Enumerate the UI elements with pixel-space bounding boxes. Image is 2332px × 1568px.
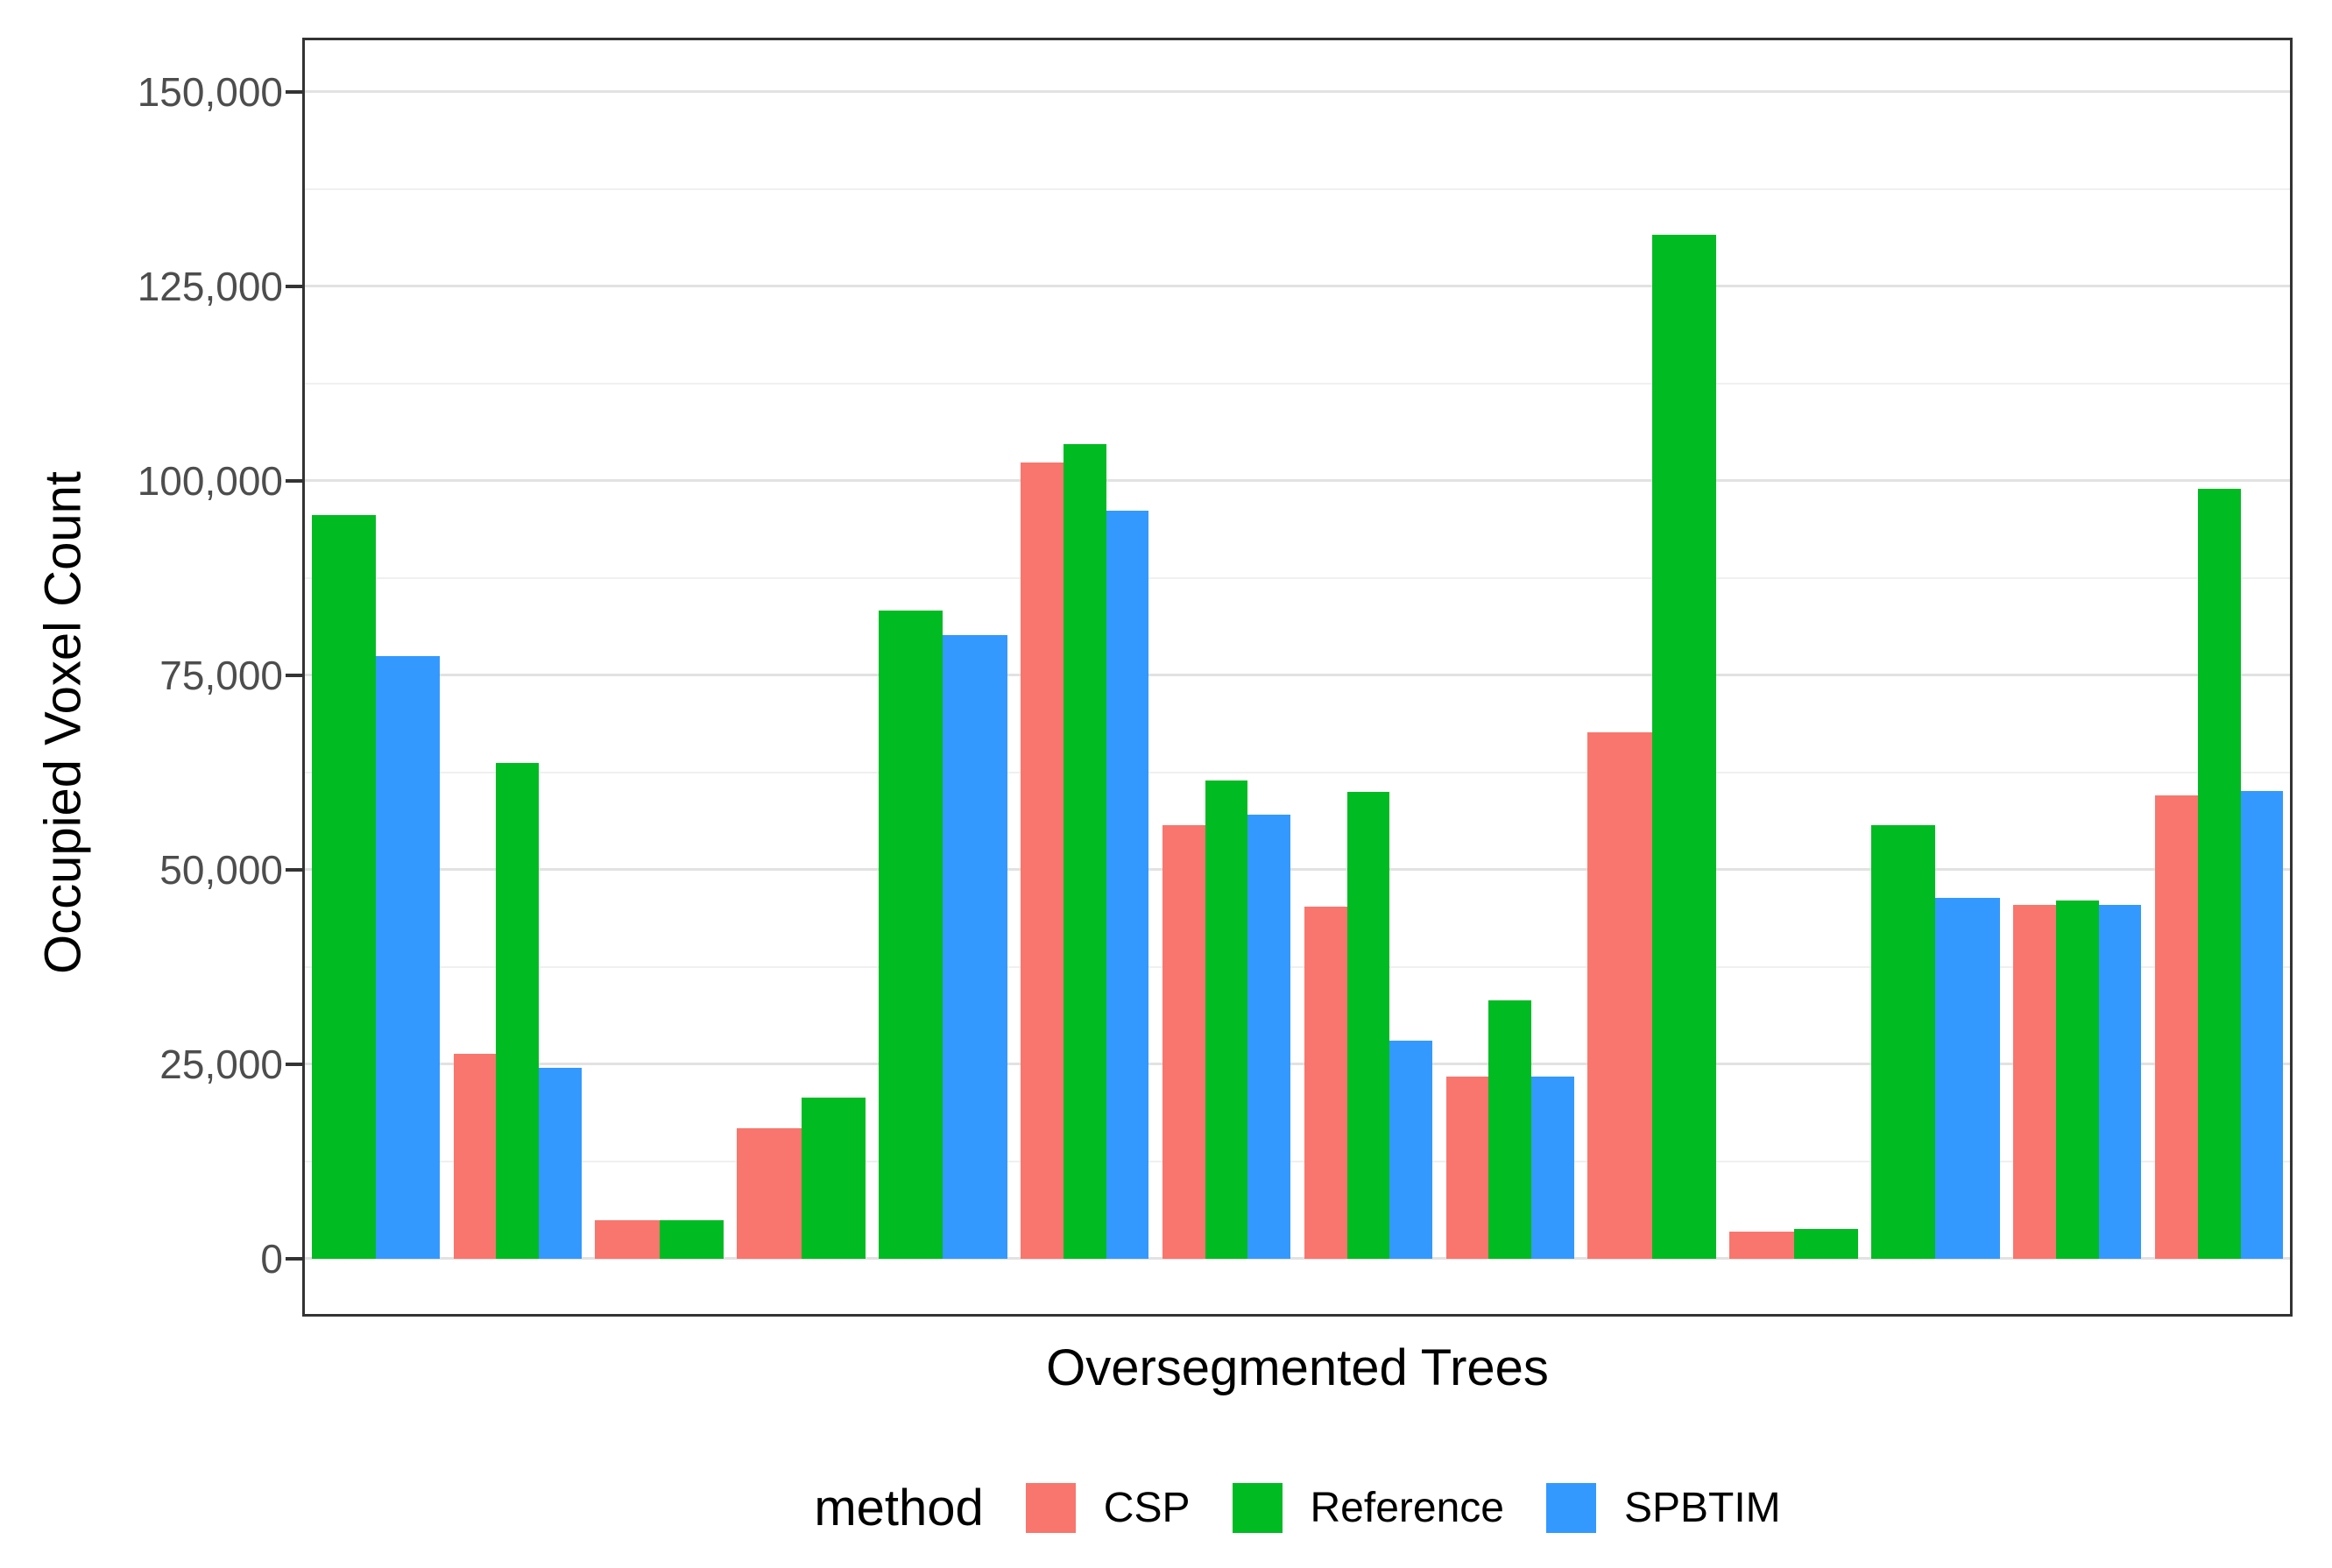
bar-group8-csp	[1304, 906, 1347, 1259]
y-tick-mark	[286, 1063, 302, 1067]
y-tick-label-0: 0	[260, 1236, 283, 1282]
bar-group14-reference	[2197, 488, 2241, 1259]
legend-swatch-reference	[1232, 1483, 1283, 1533]
minor-gridline	[305, 383, 2290, 385]
major-gridline	[305, 285, 2290, 288]
bar-group6-spbtim	[1106, 510, 1149, 1259]
y-tick-label-50000: 50,000	[159, 847, 283, 893]
bar-group10-csp	[1587, 731, 1652, 1259]
bar-group-6	[1014, 38, 1155, 1259]
minor-gridline	[305, 1161, 2290, 1163]
bars-area	[305, 38, 2290, 1259]
y-tick-mark	[286, 90, 302, 95]
bar-group2-csp	[453, 1053, 497, 1259]
bar-group-11	[1723, 38, 1865, 1259]
bar-group-5	[872, 38, 1014, 1259]
minor-gridline	[305, 966, 2290, 969]
bar-group13-spbtim	[2098, 905, 2142, 1259]
legend-label-csp: CSP	[1103, 1485, 1191, 1531]
bar-group-8	[1297, 38, 1439, 1259]
major-gridline	[305, 90, 2290, 94]
bar-group12-spbtim	[1935, 898, 2000, 1259]
bar-group-12	[1864, 38, 2006, 1259]
legend-items: CSP Reference SPBTIM	[1025, 1483, 1781, 1533]
bar-group-14	[2148, 38, 2290, 1259]
bar-group3-reference	[659, 1219, 724, 1259]
legend-item-spbtim: SPBTIM	[1545, 1483, 1781, 1533]
bar-group7-reference	[1205, 780, 1248, 1259]
bar-group14-spbtim	[2240, 791, 2284, 1259]
legend-item-reference: Reference	[1232, 1483, 1504, 1533]
bar-group6-reference	[1063, 444, 1106, 1259]
bar-group13-csp	[2013, 905, 2056, 1259]
bar-group7-csp	[1162, 825, 1205, 1259]
bar-group10-reference	[1651, 234, 1716, 1259]
major-gridline	[305, 1257, 2290, 1260]
bar-group-2	[447, 38, 589, 1259]
bar-group8-spbtim	[1389, 1041, 1433, 1259]
bar-group-4	[731, 38, 873, 1259]
plot-panel	[302, 38, 2293, 1317]
y-tick-mark	[286, 868, 302, 872]
major-gridline	[305, 1063, 2290, 1066]
bar-group1-reference	[311, 515, 376, 1259]
legend-swatch-csp	[1025, 1483, 1076, 1533]
bar-group4-csp	[737, 1127, 802, 1259]
y-tick-mark	[286, 285, 302, 289]
bar-group14-csp	[2154, 795, 2198, 1259]
bar-group5-spbtim	[943, 634, 1007, 1259]
y-tick-mark	[286, 674, 302, 678]
y-tick-mark	[286, 1257, 302, 1261]
y-tick-label-25000: 25,000	[159, 1042, 283, 1088]
legend: method CSP Reference SPBTIM	[302, 1479, 2293, 1537]
legend-title: method	[814, 1480, 984, 1536]
minor-gridline	[305, 577, 2290, 580]
y-tick-label-75000: 75,000	[159, 653, 283, 699]
minor-gridline	[305, 772, 2290, 774]
bar-group-10	[1581, 38, 1723, 1259]
bar-group-3	[589, 38, 731, 1259]
bar-group8-reference	[1346, 792, 1390, 1259]
bar-group2-spbtim	[539, 1067, 582, 1259]
major-gridline	[305, 868, 2290, 872]
bar-group12-reference	[1871, 824, 1936, 1259]
bar-group-9	[1439, 38, 1581, 1259]
bar-group-7	[1155, 38, 1297, 1259]
major-gridline	[305, 479, 2290, 483]
legend-swatch-spbtim	[1545, 1483, 1596, 1533]
bar-group13-reference	[2055, 900, 2099, 1259]
bar-group6-csp	[1021, 462, 1064, 1259]
legend-label-reference: Reference	[1310, 1485, 1504, 1531]
bar-group7-spbtim	[1247, 815, 1291, 1259]
minor-gridline	[305, 188, 2290, 191]
bar-group2-reference	[496, 763, 540, 1259]
bar-group9-reference	[1488, 1000, 1532, 1259]
legend-item-csp: CSP	[1025, 1483, 1191, 1533]
y-tick-label-100000: 100,000	[137, 458, 283, 505]
bar-group9-spbtim	[1531, 1077, 1575, 1259]
bar-group4-reference	[801, 1098, 866, 1259]
bar-group-13	[2006, 38, 2148, 1259]
bar-group11-csp	[1729, 1231, 1794, 1259]
legend-label-spbtim: SPBTIM	[1623, 1485, 1781, 1531]
bar-group11-reference	[1793, 1229, 1858, 1259]
bar-group3-csp	[595, 1219, 660, 1259]
y-axis-tick-labels: 0 25,000 50,000 75,000 100,000 125,000 150,000	[0, 0, 302, 1568]
bar-group5-reference	[879, 610, 943, 1259]
bar-group1-spbtim	[375, 655, 441, 1259]
y-tick-label-150000: 150,000	[137, 69, 283, 116]
bar-group-1	[305, 38, 447, 1259]
y-tick-mark	[286, 479, 302, 484]
bar-group9-csp	[1445, 1077, 1489, 1259]
y-tick-label-125000: 125,000	[137, 264, 283, 310]
major-gridline	[305, 674, 2290, 677]
x-axis-title: Oversegmented Trees	[1046, 1339, 1549, 1396]
